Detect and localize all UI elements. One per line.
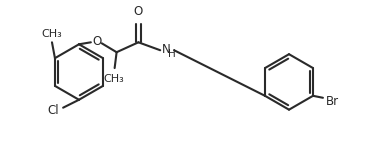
Text: N: N	[162, 43, 170, 56]
Text: Cl: Cl	[47, 104, 59, 117]
Text: CH₃: CH₃	[103, 74, 124, 84]
Text: H: H	[168, 49, 176, 59]
Text: Br: Br	[326, 95, 339, 108]
Text: O: O	[92, 35, 101, 48]
Text: O: O	[134, 4, 143, 18]
Text: CH₃: CH₃	[42, 29, 62, 39]
